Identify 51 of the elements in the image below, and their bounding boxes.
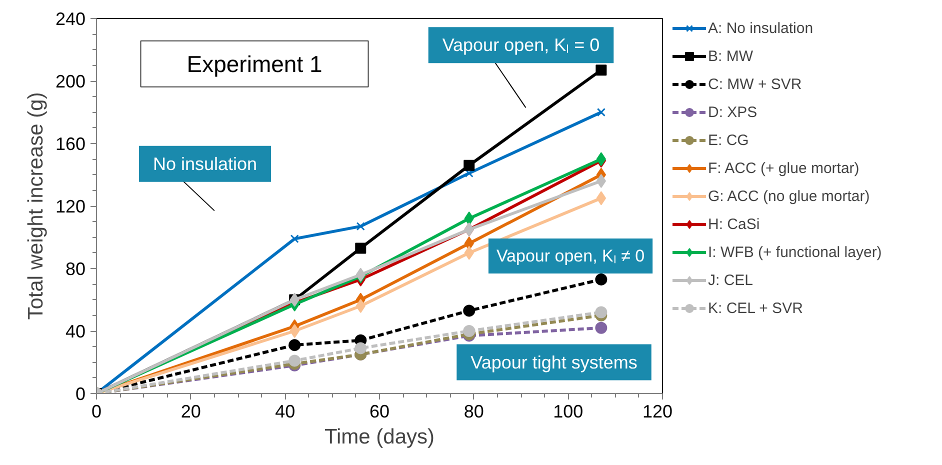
y-tick-label: 80 — [65, 259, 86, 279]
point — [596, 108, 606, 117]
y-tick-label: 240 — [55, 9, 86, 29]
y-tick-label: 160 — [55, 134, 86, 154]
y-tick-label: 200 — [55, 72, 86, 92]
x-tick-label: 0 — [91, 402, 102, 422]
point — [464, 212, 474, 226]
legend-label: B: MW — [708, 48, 753, 64]
x-axis-title: Time (days) — [324, 426, 435, 448]
point — [356, 222, 365, 231]
legend-label: I: WFB (+ functional layer) — [708, 244, 882, 260]
point — [354, 342, 367, 354]
point — [290, 324, 300, 338]
x-tick-label: 20 — [180, 402, 201, 422]
point — [596, 191, 606, 206]
x-tick-label: 40 — [275, 402, 296, 422]
x-tick-label: 60 — [369, 402, 390, 422]
x-tick-label: 120 — [642, 402, 673, 422]
x-tick-label: 100 — [553, 402, 584, 422]
legend-label: J: CEL — [708, 272, 754, 288]
x-tick-label: 80 — [464, 402, 484, 422]
point — [595, 306, 608, 318]
annotation: No insulation — [152, 154, 258, 174]
legend-label: D: XPS — [708, 104, 758, 120]
legend-label: G: ACC (no glue mortar) — [708, 188, 870, 204]
annotation: Vapour tight systems — [470, 352, 638, 372]
legend-label: E: CG — [708, 132, 749, 148]
point — [596, 174, 606, 188]
y-axis-title: Total weight increase (g) — [24, 92, 48, 320]
annotation: Vapour open, Kₗ = 0 — [442, 35, 600, 56]
legend-label: K: CEL + SVR — [708, 300, 803, 316]
point — [290, 234, 299, 244]
y-tick-label: 120 — [55, 196, 86, 216]
point — [595, 322, 608, 334]
annotation: Vapour open, Kₗ ≠ 0 — [496, 246, 645, 266]
annotation: Experiment 1 — [186, 50, 322, 77]
legend-label: H: CaSi — [708, 216, 760, 232]
legend-label: A: No insulation — [708, 20, 814, 36]
legend-label: F: ACC (+ glue mortar) — [708, 160, 860, 176]
point — [288, 354, 301, 367]
y-tick-label: 0 — [75, 384, 86, 404]
point — [288, 339, 301, 352]
point — [463, 304, 476, 317]
y-tick-label: 40 — [65, 322, 86, 342]
point — [596, 64, 607, 76]
legend-label: C: MW + SVR — [708, 76, 802, 92]
point — [595, 273, 608, 286]
point — [355, 242, 366, 254]
point — [463, 325, 476, 337]
point — [464, 160, 475, 171]
point — [356, 299, 366, 313]
